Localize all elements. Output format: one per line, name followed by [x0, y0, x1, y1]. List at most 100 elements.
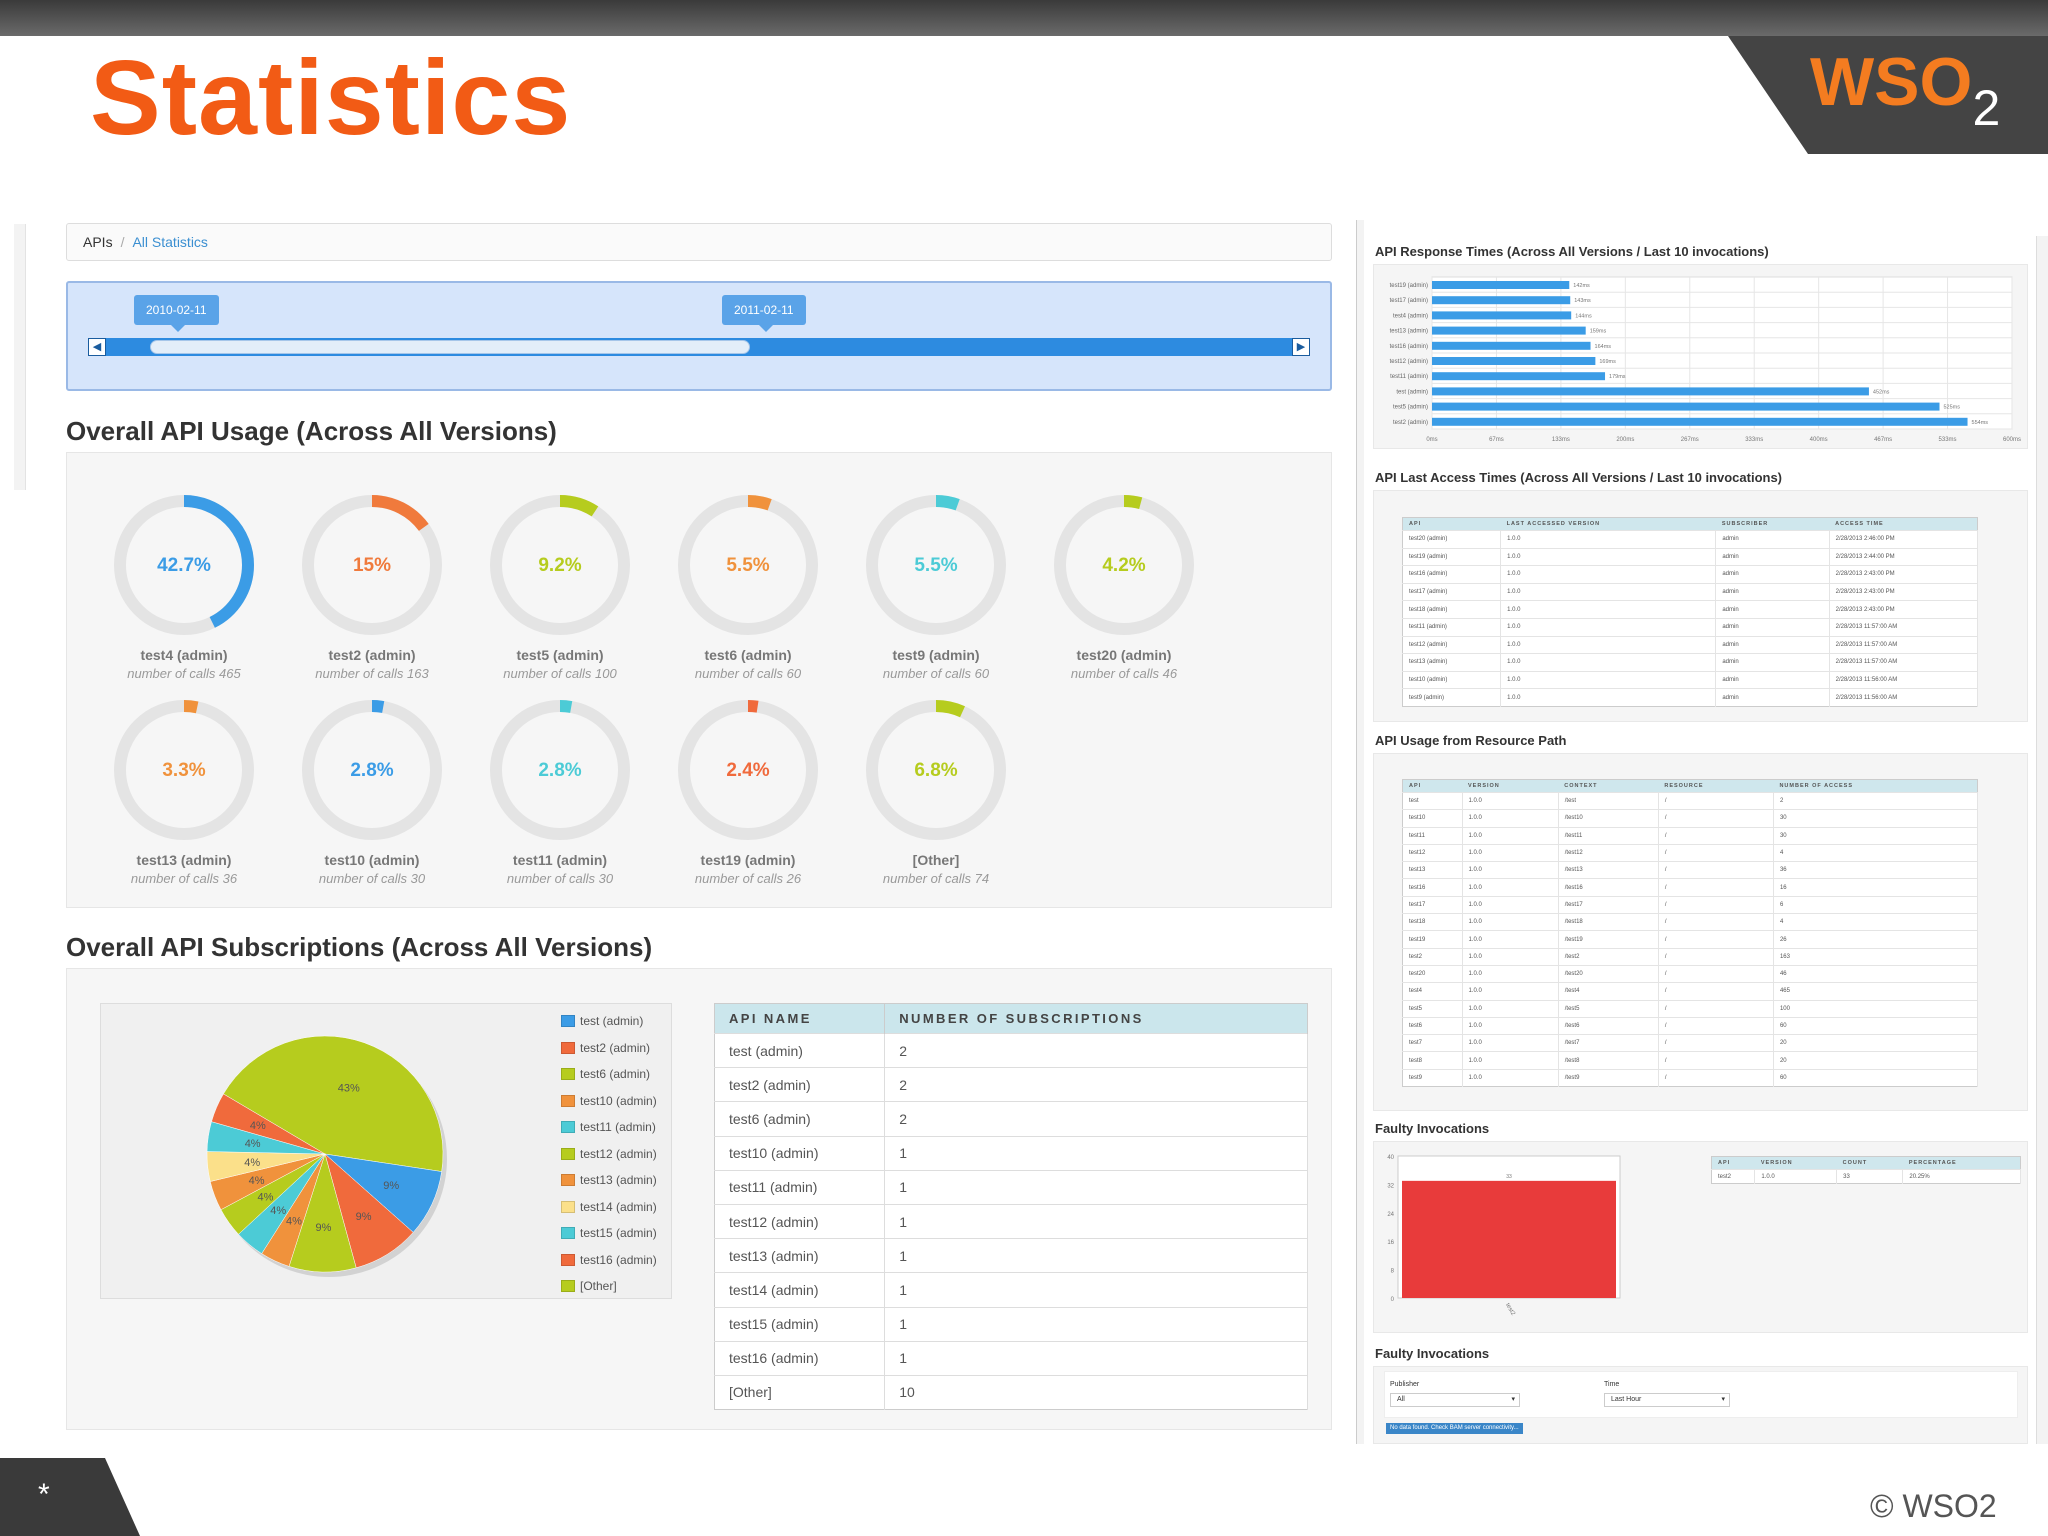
col-subscriptions[interactable]: NUMBER OF SUBSCRIPTIONS	[884, 1003, 1308, 1034]
table-cell: test12	[1402, 843, 1463, 862]
table-row: test (admin) 2	[714, 1032, 1308, 1068]
bar-api-label: test19 (admin)	[1390, 283, 1428, 289]
table-cell: 1.0.0	[1462, 1068, 1559, 1087]
legend-item[interactable]: test12 (admin)	[561, 1141, 657, 1168]
col-api-name[interactable]: API NAME	[714, 1003, 886, 1034]
donut-ring: 5.5%	[678, 495, 818, 635]
time-select[interactable]: Last Hour ▾	[1604, 1393, 1730, 1407]
donut-arc	[114, 700, 254, 840]
column-header[interactable]: API	[1402, 779, 1463, 793]
breadcrumb-separator: /	[120, 234, 125, 250]
legend-item[interactable]: test (admin)	[561, 1008, 657, 1035]
last-access-panel: API LAST ACCESSED VERSION SUBSCRIBER ACCESS…	[1373, 490, 2028, 722]
subscription-count-cell: 1	[884, 1135, 1308, 1171]
wso2-logo: WSO2	[1810, 44, 2001, 136]
donut-ring: 2.8%	[302, 700, 442, 840]
usage-donut[interactable]: 2.4% test19 (admin) number of calls 26	[673, 696, 823, 886]
publisher-select[interactable]: All ▾	[1390, 1393, 1520, 1407]
usage-donut[interactable]: 5.5% test6 (admin) number of calls 60	[673, 491, 823, 681]
response-bar	[1432, 417, 1968, 426]
table-cell: 2	[1773, 791, 1979, 810]
usage-donut[interactable]: 15% test2 (admin) number of calls 163	[297, 491, 447, 681]
donut-percent: 9.2%	[538, 555, 581, 576]
column-header[interactable]: VERSION	[1754, 1156, 1837, 1170]
table-row: test18 (admin) 1.0.0 admin 2/28/2013 2:43:0…	[1402, 600, 1979, 619]
column-header[interactable]: COUNT	[1836, 1156, 1903, 1170]
date-range-slider[interactable]: 2010-02-11 2011-02-11 ◀ ▶	[66, 281, 1332, 391]
table-cell: 1.0.0	[1462, 895, 1559, 914]
pie-slice	[211, 1093, 326, 1155]
table-cell: /test5	[1558, 999, 1659, 1018]
response-bar	[1432, 281, 1570, 289]
table-cell: /test6	[1558, 1016, 1659, 1035]
api-name-cell: test2 (admin)	[714, 1067, 886, 1102]
table-cell: test5	[1402, 999, 1463, 1018]
legend-label: test (admin)	[580, 1014, 644, 1029]
table-cell: 36	[1773, 861, 1979, 879]
response-times-title: API Response Times (Across All Versions …	[1375, 244, 1769, 259]
column-header[interactable]: CONTEXT	[1558, 779, 1659, 793]
usage-donut[interactable]: 5.5% test9 (admin) number of calls 60	[861, 491, 1011, 681]
subscriptions-table-body: test (admin) 2 test2 (admin) 2 test6 (admin)…	[714, 1032, 1308, 1410]
legend-item[interactable]: test10 (admin)	[561, 1088, 657, 1115]
donut-ring: 2.8%	[490, 700, 630, 840]
bar-api-label: test4 (admin)	[1393, 313, 1428, 319]
table-cell: admin	[1715, 530, 1830, 549]
legend-item[interactable]: test6 (admin)	[561, 1061, 657, 1088]
legend-item[interactable]: test16 (admin)	[561, 1247, 657, 1274]
legend-item[interactable]: [Other]	[561, 1273, 657, 1300]
table-cell: test7	[1402, 1034, 1463, 1052]
table-row: test9 (admin) 1.0.0 admin 2/28/2013 11:56:0…	[1402, 688, 1979, 707]
usage-donut[interactable]: 42.7% test4 (admin) number of calls 465	[109, 491, 259, 681]
column-header[interactable]: VERSION	[1462, 779, 1559, 793]
table-cell: test13 (admin)	[1402, 653, 1502, 672]
usage-donut[interactable]: 4.2% test20 (admin) number of calls 46	[1049, 491, 1199, 681]
column-header[interactable]: API	[1711, 1156, 1755, 1170]
legend-item[interactable]: test13 (admin)	[561, 1167, 657, 1194]
right-scrollbar[interactable]	[2036, 236, 2048, 1444]
table-row: test11 (admin) 1.0.0 admin 2/28/2013 11:57:…	[1402, 617, 1979, 637]
column-header[interactable]: NUMBER OF ACCESS	[1773, 779, 1978, 793]
table-cell: test20 (admin)	[1402, 530, 1502, 549]
donut-api-name: test4 (admin)	[140, 647, 228, 663]
table-cell: test9	[1402, 1068, 1463, 1087]
table-cell: /	[1658, 964, 1774, 983]
column-header[interactable]: RESOURCE	[1658, 779, 1774, 793]
table-cell: 20	[1773, 1034, 1979, 1052]
legend-item[interactable]: test11 (admin)	[561, 1114, 657, 1141]
donut-percent: 2.4%	[726, 760, 769, 781]
donut-ring: 42.7%	[114, 495, 254, 635]
usage-donut[interactable]: 2.8% test11 (admin) number of calls 30	[485, 696, 635, 886]
breadcrumb-apis[interactable]: APIs	[83, 234, 113, 250]
donut-api-name: test13 (admin)	[136, 852, 232, 868]
donut-ring: 4.2%	[1054, 495, 1194, 635]
x-tick-label: 67ms	[1489, 437, 1504, 443]
column-header[interactable]: PERCENTAGE	[1902, 1156, 2021, 1170]
bar-api-label: test5 (admin)	[1393, 405, 1428, 411]
slider-next-icon[interactable]: ▶	[1292, 338, 1310, 356]
usage-donut[interactable]: 6.8% [Other] number of calls 74	[861, 696, 1011, 886]
no-data-alert: No data found. Check BAM server connecti…	[1386, 1423, 1523, 1434]
legend-item[interactable]: test2 (admin)	[561, 1035, 657, 1062]
table-cell: /test19	[1558, 930, 1659, 949]
slider-prev-icon[interactable]: ◀	[88, 338, 106, 356]
subscription-count-cell: 1	[884, 1238, 1308, 1273]
table-cell: 26	[1773, 930, 1979, 949]
legend-item[interactable]: test15 (admin)	[561, 1220, 657, 1247]
usage-donut[interactable]: 9.2% test5 (admin) number of calls 100	[485, 491, 635, 681]
column-header[interactable]: SUBSCRIBER	[1715, 517, 1830, 531]
column-header[interactable]: API	[1402, 517, 1501, 531]
column-header[interactable]: ACCESS TIME	[1829, 517, 1978, 531]
donut-api-name: test20 (admin)	[1076, 647, 1172, 663]
subscription-count-cell: 1	[884, 1203, 1308, 1239]
donut-percent: 4.2%	[1102, 555, 1145, 576]
subscription-count-cell: 1	[884, 1340, 1308, 1376]
copyright: © WSO2	[1870, 1488, 1997, 1524]
column-header[interactable]: LAST ACCESSED VERSION	[1500, 517, 1716, 531]
legend-item[interactable]: test14 (admin)	[561, 1194, 657, 1221]
usage-donut[interactable]: 3.3% test13 (admin) number of calls 36	[109, 696, 259, 886]
breadcrumb-all-statistics[interactable]: All Statistics	[132, 234, 208, 250]
usage-donut[interactable]: 2.8% test10 (admin) number of calls 30	[297, 696, 447, 886]
slider-range-handle[interactable]	[150, 340, 750, 354]
table-cell: 1.0.0	[1500, 670, 1717, 689]
